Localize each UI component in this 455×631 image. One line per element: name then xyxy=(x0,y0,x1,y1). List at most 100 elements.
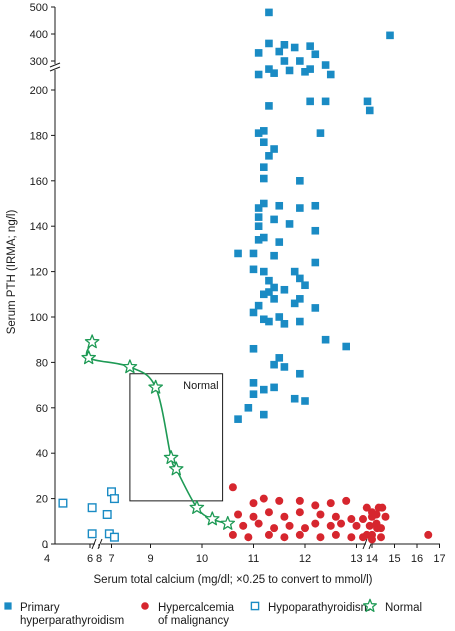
malignancy-point xyxy=(234,510,243,519)
primary-point xyxy=(296,274,304,283)
y-tick-label: 120 xyxy=(30,267,48,279)
primary-point xyxy=(275,354,284,362)
primary-point xyxy=(260,290,268,299)
malignancy-point xyxy=(270,524,279,533)
primary-point xyxy=(290,299,299,308)
x-tick-label: 14 xyxy=(366,553,378,565)
primary-point xyxy=(260,410,268,419)
primary-point xyxy=(249,344,258,353)
primary-point xyxy=(265,65,273,73)
series-primary xyxy=(234,8,394,423)
primary-point xyxy=(306,65,314,73)
malignancy-point xyxy=(362,503,371,512)
malignancy-point xyxy=(381,512,390,521)
primary-point xyxy=(280,285,289,294)
malignancy-point xyxy=(239,521,248,530)
primary-point xyxy=(249,390,258,398)
malignancy-point xyxy=(368,535,376,544)
y-axis-break xyxy=(49,66,61,72)
malignancy-point xyxy=(331,512,340,521)
primary-point xyxy=(275,201,284,210)
primary-point xyxy=(270,295,278,303)
primary-point xyxy=(270,251,278,260)
legend-label: Hypercalcemia xyxy=(158,602,235,614)
primary-point xyxy=(254,236,263,244)
primary-point xyxy=(296,177,304,185)
primary-point xyxy=(280,57,289,65)
malignancy-point xyxy=(295,508,304,517)
primary-point xyxy=(306,42,314,50)
primary-point xyxy=(316,129,325,137)
malignancy-point xyxy=(316,510,325,519)
y-tick-label: 20 xyxy=(36,494,48,506)
hypo-point xyxy=(87,529,97,539)
legend-label: Primary xyxy=(20,602,60,614)
normal-point xyxy=(220,515,236,530)
legend-label: Normal xyxy=(385,602,422,614)
y-tick-label: 300 xyxy=(30,56,48,68)
primary-point xyxy=(321,335,330,344)
primary-point xyxy=(265,288,273,296)
primary-point xyxy=(270,145,278,153)
hypo-point xyxy=(109,532,119,542)
primary-point xyxy=(265,39,273,48)
hypo-point xyxy=(87,503,97,513)
y-tick-label: 500 xyxy=(30,2,48,14)
normal-point xyxy=(81,350,97,365)
primary-point xyxy=(270,383,278,392)
hypo-point xyxy=(58,498,68,508)
primary-point xyxy=(342,342,350,351)
primary-point xyxy=(311,201,320,210)
primary-point xyxy=(249,249,258,258)
primary-point xyxy=(260,127,268,135)
primary-point xyxy=(290,267,299,276)
primary-point xyxy=(244,404,253,412)
malignancy-point xyxy=(326,521,335,530)
x-tick-label: 7 xyxy=(108,553,114,565)
primary-point xyxy=(270,215,278,224)
primary-point xyxy=(254,49,263,57)
primary-point xyxy=(326,70,335,79)
malignancy-point xyxy=(337,519,346,528)
y-tick-label: 60 xyxy=(36,403,48,415)
primary-point xyxy=(234,249,242,258)
legend-label: of malignancy xyxy=(158,615,229,627)
y-tick-label: 200 xyxy=(30,85,48,97)
primary-point xyxy=(285,66,294,75)
malignancy-point xyxy=(359,533,367,542)
normal-point xyxy=(163,450,179,465)
x-tick-label: 16 xyxy=(411,553,423,565)
hypo-point xyxy=(102,509,112,519)
series-normal xyxy=(81,334,236,530)
legend-label: Hypoparathyroidism xyxy=(268,602,370,614)
y-axis-title: Serum PTH (IRMA; ng/l) xyxy=(6,210,18,335)
legend-entry-hypo: Hypoparathyroidism xyxy=(250,601,370,614)
primary-point xyxy=(249,265,258,274)
x-axis-title: Serum total calcium (mg/dl; ×0.25 to con… xyxy=(94,574,373,586)
malignancy-point xyxy=(374,503,383,512)
primary-point xyxy=(234,415,242,423)
primary-point xyxy=(260,199,268,208)
malignancy-point xyxy=(352,521,361,530)
primary-point xyxy=(265,152,273,160)
x-axis-break xyxy=(362,538,368,550)
malignancy-point xyxy=(280,533,289,542)
malignancy-point xyxy=(311,519,320,528)
malignancy-point xyxy=(264,508,273,517)
primary-point xyxy=(280,41,289,49)
primary-point xyxy=(363,97,372,106)
series-hypo xyxy=(58,487,119,542)
tick-labels: 0 20 40 60 80 100 120 140 160 180 200 300 400 500 4 6 78… xyxy=(30,2,446,565)
malignancy-point xyxy=(316,533,325,542)
x-tick-label: 15 xyxy=(388,553,400,565)
malignancy-point xyxy=(377,533,385,542)
primary-point xyxy=(254,70,263,79)
malignancy-point xyxy=(280,512,289,521)
primary-point xyxy=(260,138,268,147)
x-tick-label: 12 xyxy=(299,553,311,565)
primary-point xyxy=(275,238,284,246)
malignancy-point xyxy=(311,501,320,510)
x-tick-label: 17 xyxy=(433,553,445,565)
